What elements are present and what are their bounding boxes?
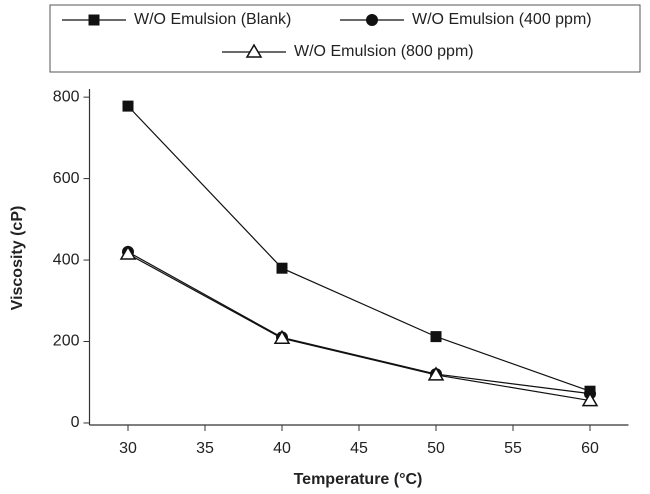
marker-triangle [119,245,137,260]
x-tick-label: 40 [273,440,291,457]
x-tick-label: 35 [196,440,214,457]
marker-square [88,14,100,26]
y-tick-label: 400 [53,251,80,268]
x-tick-label: 55 [504,440,522,457]
legend-label: W/O Emulsion (Blank) [134,11,291,28]
series-line [127,105,591,392]
x-axis-title: Temperature (°C) [294,471,423,488]
y-axis-title: Viscosity (cP) [9,206,26,311]
y-tick-label: 0 [71,414,80,431]
marker-triangle [581,392,599,407]
legend-box [49,4,641,73]
marker-circle [366,14,378,26]
marker-triangle [245,43,263,58]
series-line [127,253,591,402]
marker-square [276,262,288,274]
legend-label: W/O Emulsion (800 ppm) [294,43,474,60]
legend-label: W/O Emulsion (400 ppm) [412,11,592,28]
marker-triangle [427,366,445,381]
x-tick-label: 45 [350,440,368,457]
x-tick-label: 60 [581,440,599,457]
x-tick-label: 30 [119,440,137,457]
series-line [127,251,591,395]
marker-triangle [273,329,291,345]
marker-square [430,331,442,343]
marker-square [122,100,134,112]
y-tick-label: 200 [53,333,80,350]
x-tick-label: 50 [427,440,445,457]
y-tick-label: 800 [53,88,80,105]
y-tick-label: 600 [53,170,80,187]
